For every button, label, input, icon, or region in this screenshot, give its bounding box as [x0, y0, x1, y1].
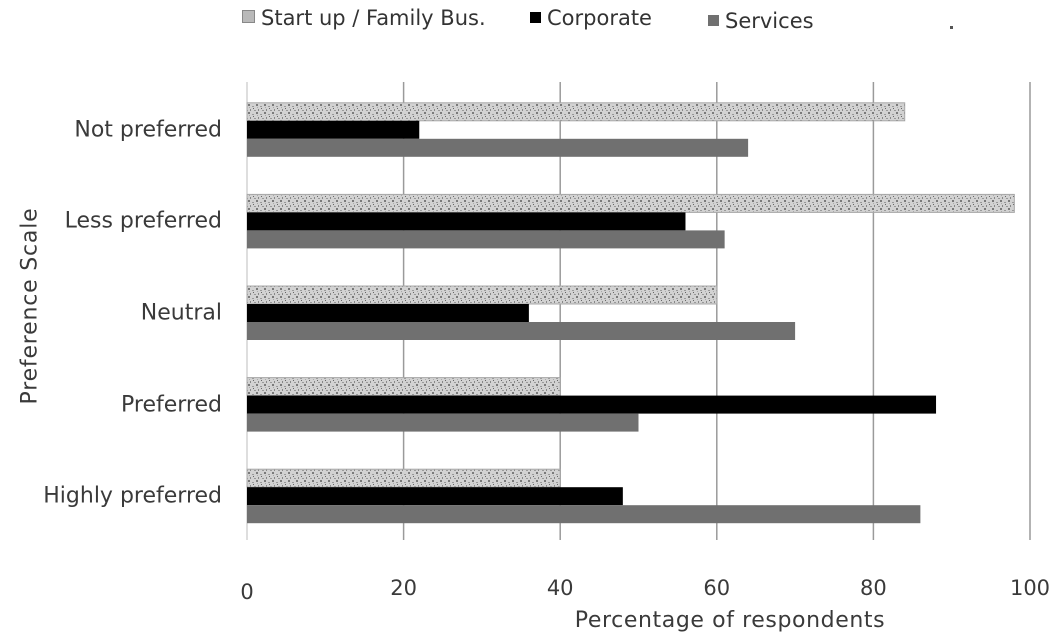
legend-swatch-corporate: [530, 12, 541, 23]
legend-swatch-services: [708, 15, 719, 26]
x-tick-label-20: 20: [390, 576, 417, 600]
category-label-not-preferred: Not preferred: [74, 117, 222, 143]
legend-swatch-startup: [242, 10, 255, 23]
legend-item-corporate: Corporate: [530, 6, 652, 30]
legend-item-startup: Start up / Family Bus.: [242, 6, 486, 30]
bar-not-preferred-series-2: [247, 138, 749, 157]
x-tick-label-40: 40: [546, 576, 574, 600]
y-axis-title: Preference Scale: [17, 207, 43, 405]
x-tick-label-100: 100: [1009, 576, 1051, 600]
legend-label-startup: Start up / Family Bus.: [261, 6, 486, 30]
bar-not-preferred-series-1: [247, 120, 420, 139]
x-tick-label-80: 80: [860, 576, 887, 600]
bar-highly-preferred-series-1: [247, 487, 623, 506]
x-axis-title: Percentage of respondents: [574, 608, 886, 633]
legend-label-corporate: Corporate: [547, 6, 652, 30]
category-label-preferred: Preferred: [121, 392, 222, 418]
bars: [246, 102, 1015, 524]
stray-dot: [950, 26, 953, 29]
bar-less-preferred-series-1: [247, 212, 686, 231]
bar-preferred-series-0: [246, 377, 561, 397]
bar-highly-preferred-series-2: [247, 505, 921, 524]
category-label-neutral: Neutral: [140, 300, 222, 326]
bar-highly-preferred-series-0: [246, 468, 561, 488]
bar-neutral-series-2: [247, 322, 796, 340]
legend-item-services: Services: [708, 9, 814, 33]
bar-neutral-series-0: [246, 285, 718, 305]
x-tick-label-60: 60: [703, 576, 731, 600]
category-label-highly-preferred: Highly preferred: [43, 483, 222, 509]
bar-less-preferred-series-2: [247, 230, 725, 249]
bar-not-preferred-series-0: [246, 102, 906, 122]
legend-label-services: Services: [725, 9, 814, 33]
category-label-less-preferred: Less preferred: [64, 208, 222, 234]
bar-preferred-series-2: [247, 413, 639, 432]
bar-less-preferred-series-0: [246, 193, 1015, 213]
bar-preferred-series-1: [247, 395, 937, 414]
x-tick-label-0: 0: [240, 580, 254, 604]
bar-neutral-series-1: [247, 304, 529, 322]
